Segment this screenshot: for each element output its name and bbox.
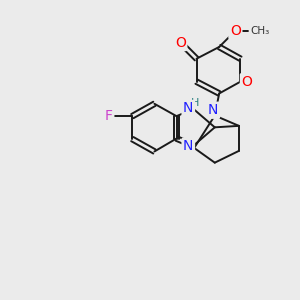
Text: N: N (183, 101, 194, 116)
Text: O: O (230, 24, 241, 38)
Text: F: F (105, 109, 113, 123)
Text: O: O (242, 75, 252, 89)
Text: N: N (183, 139, 194, 153)
Text: O: O (175, 35, 186, 50)
Text: N: N (208, 103, 218, 117)
Text: H: H (191, 98, 199, 108)
Text: CH₃: CH₃ (250, 26, 269, 36)
